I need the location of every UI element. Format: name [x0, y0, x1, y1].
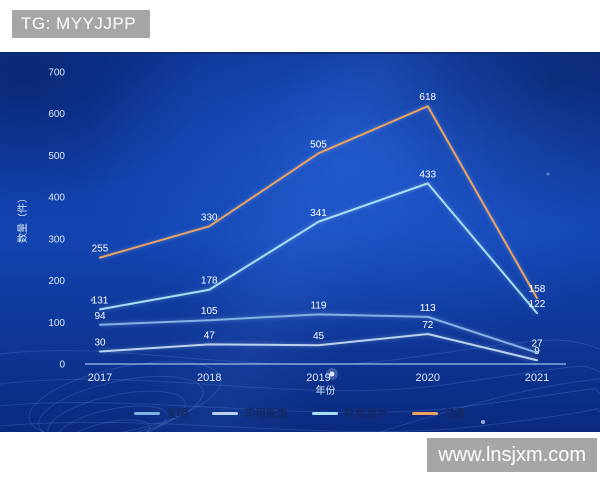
x-axis-title: 年份	[316, 384, 336, 397]
tg-watermark-text: TG: MYYJJPP	[21, 14, 137, 33]
legend-marker	[312, 411, 338, 415]
data-label: 113	[420, 303, 436, 314]
legend-item-2[interactable]: 外观设计	[312, 405, 388, 421]
legend-label: 外观设计	[344, 408, 388, 420]
sparkle-dot	[90, 298, 94, 302]
chart-area: 0 100 200 300 400 500 600 700 2017 2018 2019 2020 20…	[0, 52, 600, 434]
legend-marker	[134, 411, 160, 415]
x-axis-tick-label: 2017	[88, 372, 112, 384]
data-label: 47	[204, 330, 216, 341]
chart-legend: 发明 实用新型 外观设计 总量	[0, 404, 600, 422]
series-line-1	[99, 332, 538, 362]
data-label: 505	[310, 139, 327, 150]
sparkle-dot	[546, 172, 550, 176]
series-line-3	[99, 105, 538, 300]
data-label: 255	[92, 244, 109, 255]
data-label: 94	[94, 311, 106, 322]
y-axis-tick-label: 300	[48, 234, 65, 245]
legend-marker	[412, 411, 438, 415]
y-axis-tick-label: 100	[48, 318, 65, 329]
data-label: 72	[422, 320, 434, 331]
legend-item-0[interactable]: 发明	[134, 405, 188, 421]
x-axis-tick-label: 2020	[416, 372, 440, 384]
x-axis-tick-label: 2019	[306, 372, 330, 384]
legend-item-1[interactable]: 实用新型	[212, 405, 288, 421]
data-label: 158	[529, 284, 546, 295]
tg-watermark-badge: TG: MYYJJPP	[12, 10, 151, 38]
y-axis-title: 数量（件）	[16, 193, 29, 243]
sparkle-dot	[329, 371, 335, 377]
data-label: 131	[92, 295, 109, 306]
series-line-0	[99, 313, 538, 354]
data-label: 618	[419, 92, 436, 103]
data-label: 433	[419, 169, 436, 180]
x-axis-tick-label: 2021	[525, 372, 549, 384]
sparkle-dot	[481, 420, 485, 424]
y-axis-tick-label: 500	[48, 151, 65, 162]
data-label: 119	[311, 300, 327, 311]
data-label: 27	[531, 339, 543, 350]
y-axis-tick-label: 200	[48, 276, 65, 287]
website-watermark-badge: www.lnsjxm.com	[427, 438, 597, 472]
legend-marker	[212, 411, 238, 415]
data-label: 30	[94, 337, 106, 348]
top-strip: TG: MYYJJPP	[0, 0, 600, 52]
website-watermark-text: www.lnsjxm.com	[438, 443, 586, 466]
data-label: 178	[201, 276, 218, 287]
data-label: 122	[529, 299, 546, 310]
data-label: 341	[310, 208, 327, 219]
y-axis-tick-label: 0	[59, 360, 65, 371]
legend-label: 实用新型	[244, 408, 288, 420]
legend-item-3[interactable]: 总量	[412, 405, 466, 421]
background-decoration	[0, 172, 600, 434]
data-label: 45	[313, 331, 325, 342]
x-axis-tick-label: 2018	[197, 372, 221, 384]
line-chart: 0 100 200 300 400 500 600 700 2017 2018 2019 2020 20…	[16, 68, 566, 397]
y-axis-tick-label: 700	[48, 68, 65, 79]
series-line-2	[99, 182, 538, 315]
bottom-strip: www.lnsjxm.com	[0, 432, 600, 480]
legend-label: 发明	[166, 408, 188, 420]
data-label: 9	[534, 346, 540, 357]
data-label: 330	[201, 212, 218, 223]
y-axis-tick-label: 600	[48, 109, 65, 120]
y-axis-tick-label: 400	[48, 193, 65, 204]
data-label: 105	[201, 306, 218, 317]
legend-label: 总量	[444, 408, 466, 420]
